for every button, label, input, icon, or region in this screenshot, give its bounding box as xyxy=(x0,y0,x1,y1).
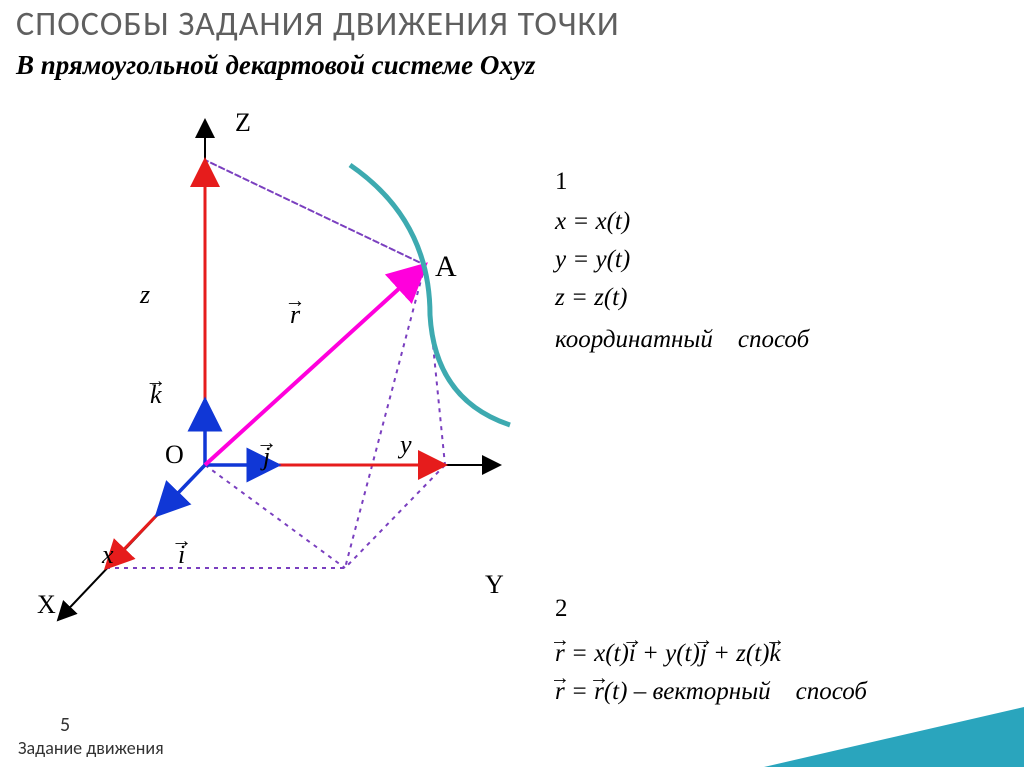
point-a-label: A xyxy=(435,250,457,284)
x-axis-label: X xyxy=(37,590,56,620)
page-title: СПОСОБЫ ЗАДАНИЯ ДВИЖЕНИЯ ТОЧКИ xyxy=(16,4,620,45)
projection-lines xyxy=(106,160,445,568)
eq1-line3: z = z(t) xyxy=(555,284,809,312)
eq1-line1: x = x(t) xyxy=(555,208,809,236)
z-axis-label: Z xyxy=(235,108,251,138)
page-subtitle: В прямоугольной декартовой системе Oxyz xyxy=(16,50,535,81)
eq2-header: 2 xyxy=(555,595,568,623)
i-unit-label: i xyxy=(178,540,185,570)
eq1-caption: координатный способ xyxy=(555,326,809,354)
k-unit-label: k xyxy=(150,380,162,410)
r-vec-label: r xyxy=(290,300,300,330)
r-vector xyxy=(205,265,425,465)
y-comp-label: y xyxy=(400,430,412,460)
origin-label: O xyxy=(165,440,184,470)
eq2-line1: r = x(t)i + y(t)j + z(t)k xyxy=(555,640,867,668)
z-comp-label: z xyxy=(140,280,150,310)
y-axis-label: Y xyxy=(485,570,504,600)
corner-decoration xyxy=(764,707,1024,767)
coord-diagram xyxy=(20,90,560,650)
x-comp-label: x xyxy=(102,540,114,570)
eq1-header: 1 xyxy=(555,168,568,196)
footer-caption: Задание движения xyxy=(18,737,164,759)
eq2-body: r = x(t)i + y(t)j + z(t)k r = r(t) – век… xyxy=(555,640,867,716)
eq1-body: x = x(t) y = y(t) z = z(t) координатный … xyxy=(555,208,809,364)
j-unit-label: j xyxy=(263,442,270,472)
slide-number: 5 xyxy=(60,713,70,737)
eq1-line2: y = y(t) xyxy=(555,246,809,274)
trajectory-curve xyxy=(350,165,510,425)
eq2-line2: r = r(t) – векторный способ xyxy=(555,678,867,706)
component-vectors xyxy=(106,160,445,568)
